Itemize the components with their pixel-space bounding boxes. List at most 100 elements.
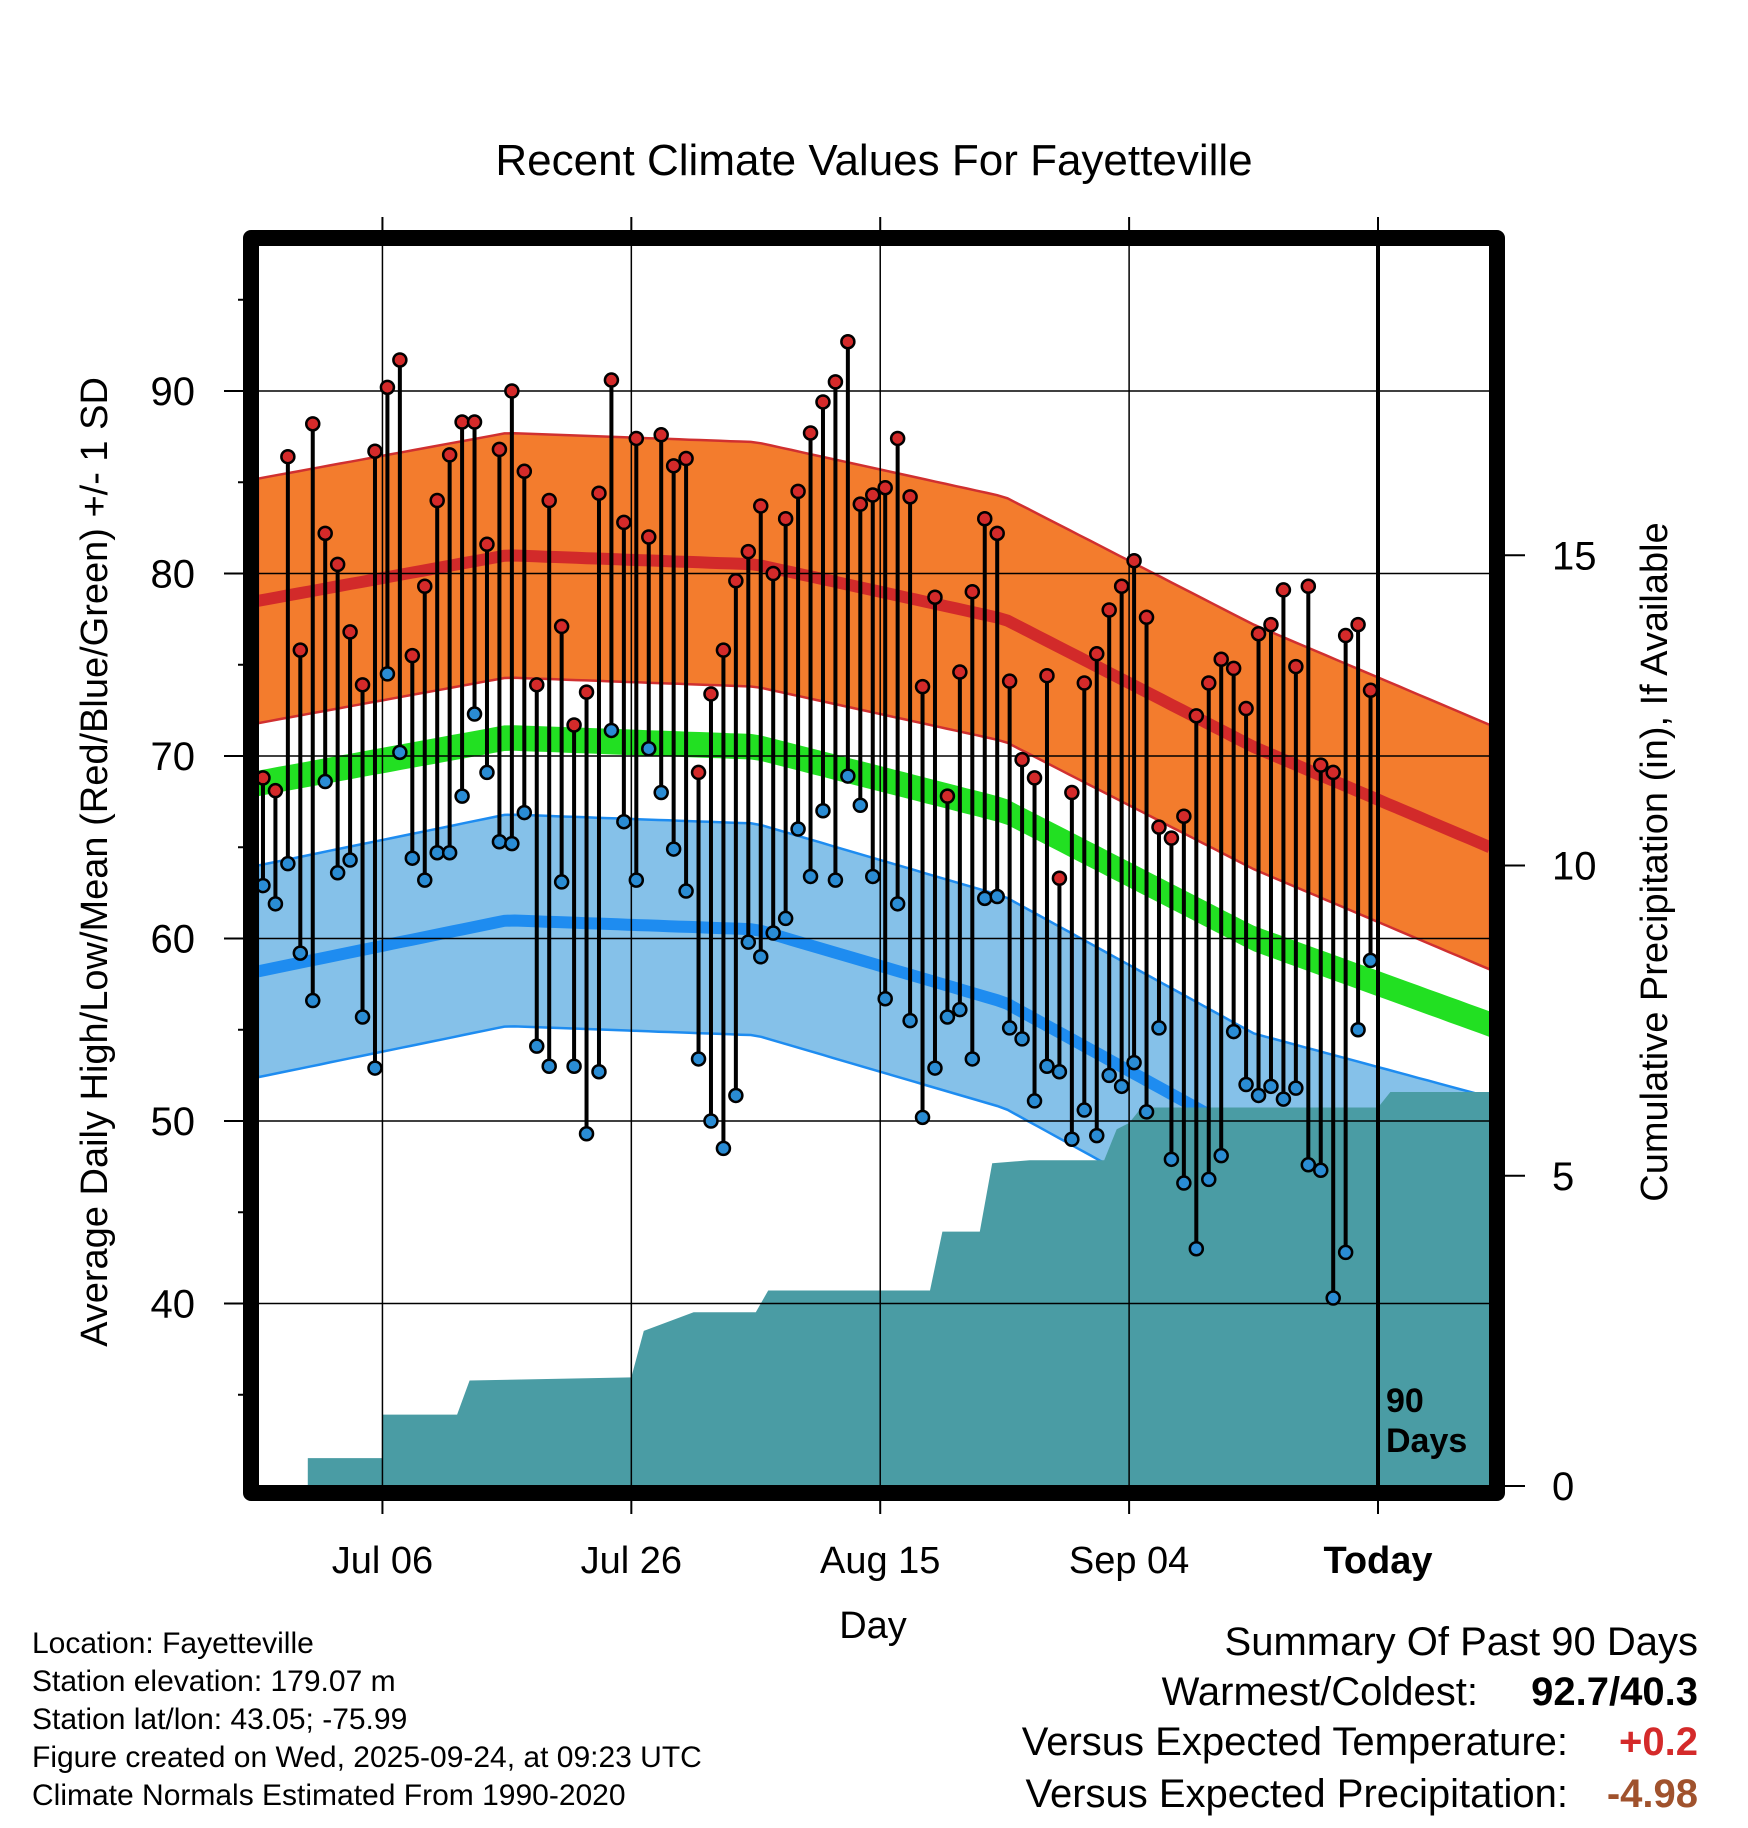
daily-high-point [777, 511, 794, 527]
daily-low-point [1275, 1091, 1292, 1107]
daily-high-point [1263, 616, 1279, 633]
daily-high-point [765, 565, 781, 582]
daily-low-point [827, 872, 844, 888]
daily-high-point [977, 511, 993, 527]
footer-latlon: Station lat/lon: 43.05; -75.99 [32, 1703, 408, 1736]
daily-high-point [466, 414, 483, 430]
daily-low-point [1325, 1290, 1341, 1306]
daily-high-point [267, 782, 284, 799]
daily-high-point [491, 441, 508, 458]
daily-high-point [616, 514, 632, 531]
daily-low-point [690, 1051, 707, 1067]
daily-low-point [753, 949, 769, 965]
daily-high-point [516, 463, 533, 480]
daily-low-point [529, 1038, 545, 1054]
daily-high-point [1250, 625, 1267, 642]
daily-low-point [367, 1060, 383, 1076]
daily-low-point [566, 1058, 582, 1074]
daily-high-point [865, 487, 881, 503]
daily-low-point [1001, 1020, 1018, 1036]
daily-low-point [454, 788, 470, 804]
daily-low-point [1101, 1067, 1117, 1084]
daily-low-point [865, 868, 881, 885]
daily-low-point [616, 813, 632, 830]
daily-high-point [703, 686, 719, 702]
summary-precip-label: Versus Expected Precipitation: [1025, 1772, 1568, 1816]
daily-high-point [1138, 609, 1155, 626]
daily-low-point [1151, 1020, 1167, 1036]
daily-high-point [354, 677, 371, 693]
daily-high-point [566, 717, 582, 733]
daily-low-point [317, 773, 333, 790]
daily-low-point [1089, 1127, 1105, 1144]
daily-low-point [914, 1109, 931, 1126]
plot-frame [243, 230, 1505, 1501]
daily-high-point [964, 584, 981, 600]
daily-high-point [1213, 651, 1229, 668]
daily-low-point [1051, 1063, 1068, 1080]
daily-low-point [1113, 1078, 1130, 1095]
daily-low-point [1201, 1171, 1217, 1188]
daily-low-point [441, 844, 458, 861]
daily-low-point [1250, 1087, 1267, 1104]
daily-high-point [1201, 675, 1217, 691]
summary-precip-value: -4.98 [1606, 1772, 1698, 1816]
daily-high-point [889, 430, 906, 447]
daily-high-point [678, 450, 694, 467]
daily-high-point [541, 492, 557, 509]
daily-high-point [441, 447, 458, 463]
daily-low-point [1176, 1175, 1192, 1191]
daily-low-point [1225, 1023, 1242, 1040]
daily-low-point [354, 1009, 371, 1025]
daily-low-point [927, 1060, 943, 1076]
daily-low-point [653, 784, 669, 801]
daily-high-point [404, 647, 421, 664]
daily-high-point [1176, 808, 1192, 824]
y2-tick-label: 5 [1552, 1155, 1574, 1199]
x-axis-label: Day [839, 1605, 907, 1647]
daily-low-point [977, 890, 993, 907]
y-axis-label: Average Daily High/Low/Mean (Red/Blue/Gr… [74, 377, 116, 1347]
daily-high-point [1051, 870, 1068, 887]
daily-high-point [1026, 770, 1043, 786]
daily-high-point [927, 589, 943, 605]
y-tick-label: 90 [151, 370, 196, 414]
daily-low-point [628, 872, 645, 888]
daily-low-point [715, 1140, 732, 1157]
daily-high-point [1039, 667, 1055, 684]
daily-high-point [1188, 708, 1205, 724]
x-tick-label: Today [1323, 1540, 1432, 1582]
daily-low-point [877, 990, 893, 1007]
daily-low-point [417, 872, 433, 888]
daily-low-point [1288, 1080, 1304, 1096]
daily-low-point [504, 835, 520, 852]
daily-low-point [516, 804, 533, 821]
y-tick-label: 70 [151, 735, 196, 779]
daily-high-point [479, 536, 495, 553]
daily-low-point [1300, 1157, 1317, 1173]
daily-high-point [715, 642, 732, 658]
x-tick-label: Aug 15 [820, 1540, 940, 1582]
daily-high-point [258, 770, 271, 786]
plot-layers [258, 245, 1490, 1486]
daily-low-point [1126, 1054, 1142, 1071]
daily-high-point [1337, 627, 1354, 644]
summary-temp-value: +0.2 [1619, 1720, 1698, 1764]
daily-low-point [1213, 1147, 1229, 1164]
daily-high-point [1163, 830, 1180, 846]
y2-tick-label: 10 [1552, 845, 1597, 889]
daily-high-point [529, 677, 545, 693]
daily-high-point [1238, 700, 1254, 717]
daily-high-point [1151, 819, 1167, 835]
daily-low-point [280, 855, 296, 872]
daily-high-point [504, 383, 520, 399]
daily-high-point [342, 624, 358, 640]
daily-high-point [840, 333, 856, 350]
daily-low-point [703, 1113, 719, 1129]
summary-title: Summary Of Past 90 Days [1224, 1620, 1698, 1664]
daily-low-point [1188, 1241, 1205, 1257]
daily-low-point [852, 797, 869, 814]
daily-low-point [790, 821, 806, 837]
footer-normals: Climate Normals Estimated From 1990-2020 [32, 1779, 626, 1812]
